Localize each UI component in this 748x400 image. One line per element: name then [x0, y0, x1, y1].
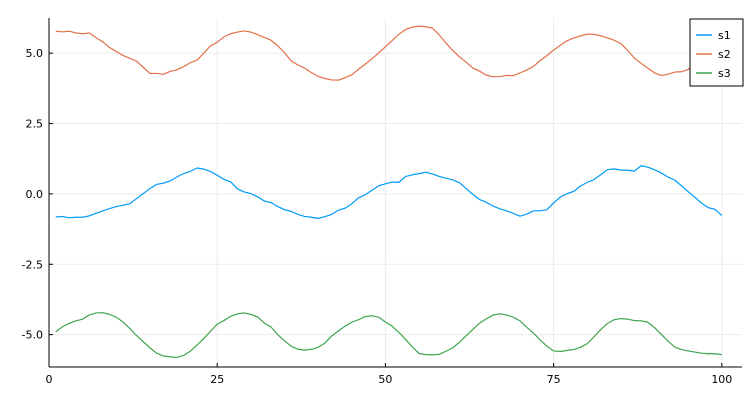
x-tick-label: 50 — [378, 373, 392, 386]
legend-label-s2: s2 — [718, 48, 731, 61]
legend[interactable]: s1 s2 s3 — [689, 18, 744, 87]
legend-box — [689, 18, 744, 87]
y-tick-label: 0.0 — [26, 188, 44, 201]
tick-labels: 0 25 50 75 100 -5.0 -2.5 0.0 2.5 5.0 — [22, 47, 733, 386]
legend-label-s3: s3 — [718, 67, 731, 80]
grid-lines — [48, 18, 742, 367]
y-tick-label: 2.5 — [26, 118, 44, 131]
legend-label-s1: s1 — [718, 29, 731, 42]
x-tick-label: 75 — [547, 373, 561, 386]
y-tick-label: -2.5 — [22, 258, 43, 271]
y-tick-label: -5.0 — [22, 329, 43, 342]
x-tick-label: 0 — [46, 373, 53, 386]
series-line-s3 — [55, 312, 722, 359]
x-tick-label: 25 — [210, 373, 224, 386]
y-tick-label: 5.0 — [26, 47, 44, 60]
axes — [48, 18, 742, 368]
series-line-s1 — [55, 165, 723, 219]
series-lines — [55, 25, 723, 359]
x-tick-label: 100 — [711, 373, 732, 386]
series-line-s2 — [55, 25, 723, 81]
